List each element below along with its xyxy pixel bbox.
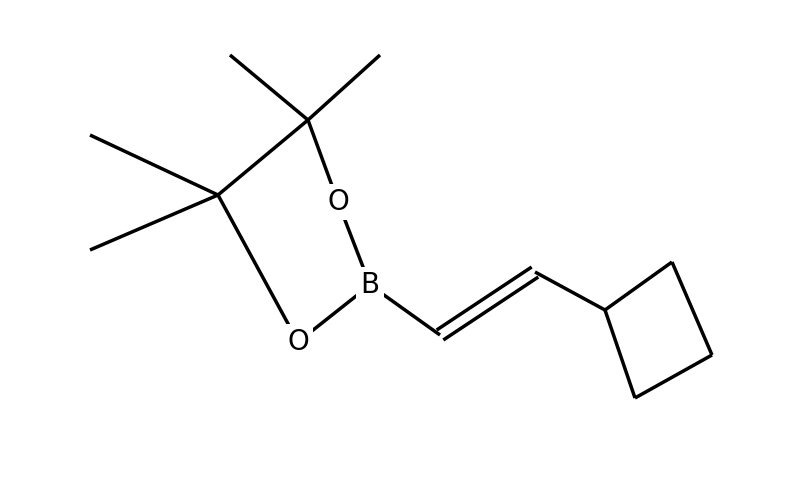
Text: O: O [287,328,309,356]
Text: B: B [360,271,380,299]
Text: O: O [327,188,349,216]
